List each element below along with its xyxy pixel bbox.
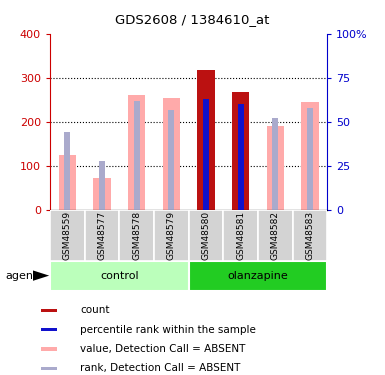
Bar xyxy=(99,160,105,210)
Bar xyxy=(232,92,249,210)
Bar xyxy=(189,210,223,261)
Bar xyxy=(41,309,57,312)
Bar xyxy=(307,108,313,210)
Bar xyxy=(223,210,258,261)
Text: GSM48578: GSM48578 xyxy=(132,211,141,260)
Text: GSM48581: GSM48581 xyxy=(236,211,245,260)
Bar xyxy=(301,102,318,210)
Text: value, Detection Call = ABSENT: value, Detection Call = ABSENT xyxy=(80,344,246,354)
Text: percentile rank within the sample: percentile rank within the sample xyxy=(80,325,256,334)
Bar xyxy=(134,101,140,210)
Bar xyxy=(85,210,119,261)
Bar xyxy=(266,126,284,210)
Bar xyxy=(50,261,189,291)
Text: GSM48577: GSM48577 xyxy=(97,211,107,260)
Text: olanzapine: olanzapine xyxy=(228,271,288,280)
Bar xyxy=(93,178,111,210)
Bar xyxy=(50,210,85,261)
Text: GDS2608 / 1384610_at: GDS2608 / 1384610_at xyxy=(116,13,270,26)
Bar xyxy=(293,210,327,261)
Bar xyxy=(197,70,215,210)
Bar xyxy=(59,155,76,210)
Bar xyxy=(119,210,154,261)
Text: GSM48579: GSM48579 xyxy=(167,211,176,260)
Bar xyxy=(41,347,57,351)
Bar xyxy=(203,99,209,210)
Bar xyxy=(238,104,244,210)
Bar xyxy=(41,328,57,332)
Bar xyxy=(258,210,293,261)
Text: agent: agent xyxy=(6,271,38,281)
Text: rank, Detection Call = ABSENT: rank, Detection Call = ABSENT xyxy=(80,363,241,374)
Bar xyxy=(64,132,70,210)
Text: GSM48559: GSM48559 xyxy=(63,211,72,260)
Text: count: count xyxy=(80,305,110,315)
Text: GSM48580: GSM48580 xyxy=(201,211,211,260)
Polygon shape xyxy=(33,270,49,281)
Text: control: control xyxy=(100,271,139,280)
Text: GSM48582: GSM48582 xyxy=(271,211,280,260)
Bar xyxy=(168,110,174,210)
Bar xyxy=(162,98,180,210)
Bar xyxy=(41,367,57,370)
Bar xyxy=(272,118,278,210)
Text: GSM48583: GSM48583 xyxy=(305,211,315,260)
Bar xyxy=(128,96,145,210)
Bar xyxy=(189,261,327,291)
Bar xyxy=(154,210,189,261)
